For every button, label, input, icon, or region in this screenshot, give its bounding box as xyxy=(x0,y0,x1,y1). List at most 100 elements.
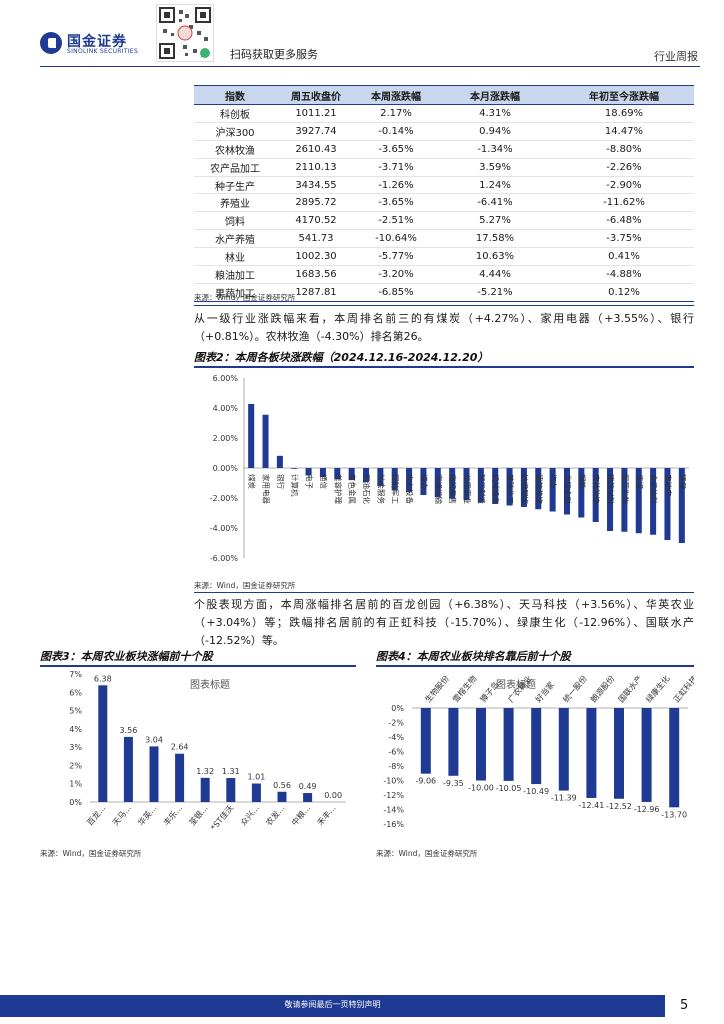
table-row: 农林牧渔 2610.43 -3.65% -1.34% -8.80% xyxy=(194,140,694,159)
y-tick-label: -4.00% xyxy=(210,524,239,533)
bar xyxy=(420,468,427,495)
table-cell: 4.44% xyxy=(436,265,554,284)
y-tick-label: 5% xyxy=(69,707,82,716)
figure-4-title-divider xyxy=(376,665,694,667)
y-tick-label: 2% xyxy=(69,761,82,770)
table-cell: -4.88% xyxy=(554,265,694,284)
data-label: -10.05 xyxy=(496,784,522,793)
company-name-cn: 国金证券 xyxy=(67,34,127,50)
x-tick-label: 公用事业 xyxy=(463,474,473,504)
table-cell: 0.41% xyxy=(554,247,694,267)
x-tick-label: 有色金属 xyxy=(348,474,358,504)
footer-bar xyxy=(0,995,665,1017)
x-tick-label: 众兴... xyxy=(239,804,261,828)
x-tick-label: 农林牧渔 xyxy=(592,474,602,504)
table-cell: 林业 xyxy=(194,247,276,267)
x-tick-label: 计算机 xyxy=(290,474,300,497)
table-cell: 养殖业 xyxy=(194,193,276,213)
table-cell: 农产品加工 xyxy=(194,158,276,177)
x-tick-label: 汽车 xyxy=(549,474,559,489)
x-tick-label: 机械设备 xyxy=(491,474,501,504)
table-cell: 2.17% xyxy=(356,104,436,123)
y-tick-label: -2.00% xyxy=(210,494,239,503)
x-tick-label: 建筑材料 xyxy=(606,474,616,504)
x-tick-label: 荃银... xyxy=(187,803,210,828)
table-cell: -3.71% xyxy=(356,158,436,177)
bar xyxy=(477,468,484,503)
company-logo-icon xyxy=(40,32,62,54)
bar xyxy=(123,736,133,802)
table-cell: 种子生产 xyxy=(194,176,276,195)
bar xyxy=(420,708,431,774)
figure-4-title: 图表4：本周农业板块排名靠后前十个股 xyxy=(376,650,571,663)
bar xyxy=(334,468,341,480)
bar xyxy=(650,468,657,535)
data-label: -12.41 xyxy=(579,801,605,810)
bar xyxy=(586,708,597,798)
table-header-cell: 指数 xyxy=(194,85,276,105)
y-tick-label: 6.00% xyxy=(213,374,239,383)
y-tick-label: 0% xyxy=(69,798,82,807)
table-cell: 541.73 xyxy=(276,229,356,249)
table-cell: 5.27% xyxy=(436,211,554,231)
x-tick-label: *ST佳沃 xyxy=(208,803,235,832)
x-tick-label: 华英... xyxy=(136,803,159,828)
table-cell: 1011.21 xyxy=(276,104,356,123)
data-label: 0.49 xyxy=(299,782,317,791)
figure-3-source: 来源：Wind，国金证券研究所 xyxy=(40,849,142,858)
table-cell: 4.31% xyxy=(436,104,554,123)
y-tick-label: -8% xyxy=(388,762,404,771)
table-cell: 3927.74 xyxy=(276,122,356,141)
table-row: 养殖业 2895.72 -3.65% -6.41% -11.62% xyxy=(194,193,694,213)
x-tick-label: 医药生物 xyxy=(620,474,630,504)
table-cell: -10.64% xyxy=(356,229,436,249)
bar xyxy=(251,783,261,802)
x-tick-label: 电力设备 xyxy=(405,474,415,504)
table-cell: 18.69% xyxy=(554,104,694,123)
table-cell: 2110.13 xyxy=(276,158,356,177)
sector-change-chart: 6.00% 4.00% 2.00% 0.00% -2.00% -4.00% -6.00% 煤炭… xyxy=(210,374,689,563)
bar xyxy=(520,468,527,507)
table-source-divider xyxy=(194,305,694,306)
table-cell: -8.80% xyxy=(554,140,694,159)
bar xyxy=(391,468,398,491)
bar xyxy=(276,455,283,468)
table-cell: 2610.43 xyxy=(276,140,356,159)
y-tick-label: 6% xyxy=(69,688,82,697)
y-tick-label: 1% xyxy=(69,780,82,789)
bar xyxy=(277,791,287,802)
data-label: -9.06 xyxy=(415,777,436,786)
table-cell: 1.24% xyxy=(436,176,554,195)
bar xyxy=(98,685,108,802)
x-tick-label: 生物股份 xyxy=(423,673,451,704)
bar xyxy=(506,468,513,506)
table-cell: 1002.30 xyxy=(276,247,356,267)
table-cell: -3.75% xyxy=(554,229,694,249)
company-name-en: SINOLINK SECURITIES xyxy=(67,48,139,55)
report-type: 行业周报 xyxy=(654,50,698,63)
data-label: 6.38 xyxy=(94,674,112,683)
table-cell: -1.34% xyxy=(436,140,554,159)
x-tick-label: 传媒 xyxy=(635,474,645,489)
y-tick-label: 0.00% xyxy=(213,464,239,473)
x-tick-label: 钢铁 xyxy=(577,474,587,489)
table-row: 沪深300 3927.74 -0.14% 0.94% 14.47% xyxy=(194,122,694,141)
data-label: -12.96 xyxy=(634,805,660,814)
x-tick-label: 环保 xyxy=(678,474,687,489)
top-losers-chart: 0% -2% -4% -6% -8% -10% -12% -14% -16% 图表标题 -9.06 生… xyxy=(383,673,694,829)
bar xyxy=(434,468,441,498)
table-header-cell: 周五收盘价 xyxy=(276,85,356,105)
table-cell: 农林牧渔 xyxy=(194,140,276,159)
figure-2-title: 图表2：本周各板块涨跌幅（2024.12.16-2024.12.20） xyxy=(194,351,489,364)
x-tick-label: 食品饮料 xyxy=(649,474,659,504)
qr-code-icon[interactable] xyxy=(156,4,214,62)
table-row: 种子生产 3434.55 -1.26% 1.24% -2.90% xyxy=(194,176,694,195)
y-tick-label: 3% xyxy=(69,743,82,752)
data-label: 1.32 xyxy=(196,767,214,776)
bar xyxy=(448,708,459,776)
paragraph-stock-performance: 个股表现方面，本周涨幅排名居前的百龙创园（+6.38%）、天马科技（+3.56%… xyxy=(194,598,694,647)
figure-4-source: 来源：Wind，国金证券研究所 xyxy=(376,849,478,858)
y-tick-label: -10% xyxy=(383,777,404,786)
x-tick-label: 百龙... xyxy=(84,803,107,828)
bar xyxy=(531,708,542,785)
